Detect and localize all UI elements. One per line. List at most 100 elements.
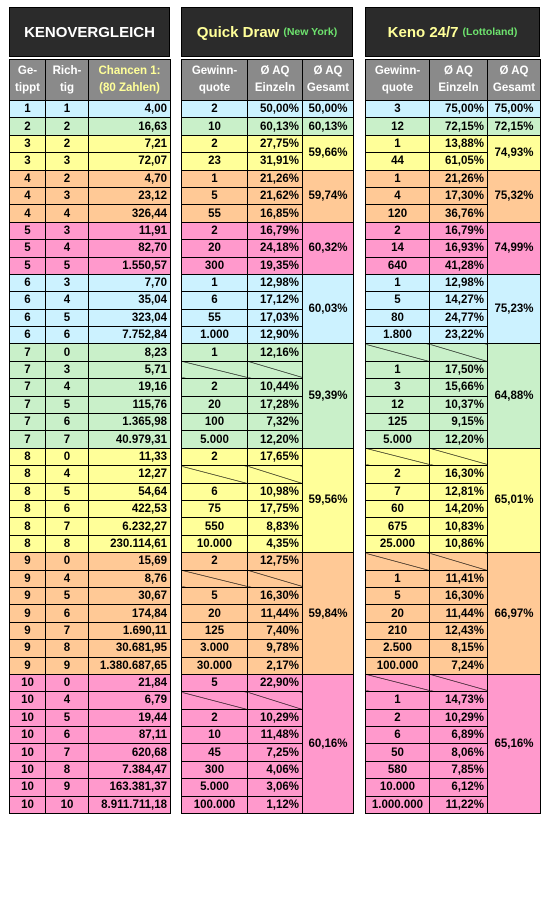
empty-cell (181, 360, 248, 380)
gewinnquote-cell: 20 (181, 239, 248, 258)
header-chancen: Chancen 1: (80 Zahlen) (88, 59, 171, 101)
table-row: 65,01% (365, 447, 541, 554)
getippt-cell: 10 (9, 691, 46, 710)
header-row: Gewinn-quote Ø AQ Einzeln Ø AQ Gesamt (181, 59, 354, 101)
table-row: 10 60,13% 60,13% (181, 117, 354, 136)
aq-einzeln-cell: 7,24% (429, 656, 488, 675)
aq-einzeln-cell: 16,30% (429, 465, 488, 484)
table-row: 7 7 40.979,31 (9, 430, 171, 449)
gewinnquote-cell: 2 (181, 447, 248, 467)
quick-draw-body: 2 50,00% 50,00% 10 60,13% 60,13% 2 27,75% 59,66%… (181, 99, 354, 815)
empty-cell (365, 447, 430, 467)
table-row: 6 3 7,70 (9, 273, 171, 293)
aq-einzeln-cell: 14,73% (429, 691, 488, 710)
getippt-cell: 8 (9, 499, 46, 519)
aq-gesamt-cell: 75,23% (487, 273, 541, 345)
gewinnquote-cell: 6 (365, 726, 430, 745)
header-gewinnquote: Gewinn-quote (181, 59, 248, 101)
table-row: 10 0 21,84 (9, 673, 171, 693)
aq-einzeln-cell: 11,41% (429, 569, 488, 588)
getippt-cell: 7 (9, 413, 46, 432)
chancen-cell: 323,04 (88, 308, 171, 328)
getippt-cell: 9 (9, 621, 46, 641)
aq-einzeln-cell: 16,93% (429, 239, 488, 258)
getippt-cell: 7 (9, 430, 46, 449)
chancen-cell: 19,44 (88, 708, 171, 728)
richtig-cell: 4 (45, 291, 89, 310)
getippt-cell: 9 (9, 656, 46, 675)
table-row: 9 5 30,67 (9, 586, 171, 606)
table-row: 9 6 174,84 (9, 604, 171, 623)
aq-einzeln-cell: 11,48% (247, 726, 303, 745)
chancen-cell: 8,23 (88, 343, 171, 362)
aq-gesamt-cell: 64,88% (487, 343, 541, 449)
gewinnquote-cell: 10.000 (365, 778, 430, 797)
richtig-cell: 5 (45, 395, 89, 415)
richtig-cell: 2 (45, 169, 89, 188)
table-row: 10 8 7.384,47 (9, 760, 171, 780)
aq-einzeln-cell: 6,89% (429, 726, 488, 745)
table-row: 3 3 72,07 (9, 152, 171, 171)
table-row: 7 5 115,76 (9, 395, 171, 415)
title-quick-draw: Quick Draw (New York) (181, 7, 353, 57)
aq-einzeln-cell: 17,03% (247, 308, 303, 328)
getippt-cell: 6 (9, 291, 46, 310)
gewinnquote-cell: 7 (365, 482, 430, 501)
aq-einzeln-cell: 14,27% (429, 291, 488, 310)
richtig-cell: 5 (45, 256, 89, 275)
panel-keno-247: Keno 24/7 (Lottoland) Gewinn-quote Ø AQ E… (365, 7, 541, 815)
gewinnquote-cell: 20 (365, 604, 430, 623)
aq-einzeln-cell: 12,75% (247, 552, 303, 571)
richtig-cell: 5 (45, 482, 89, 501)
getippt-cell: 10 (9, 795, 46, 815)
chancen-cell: 620,68 (88, 743, 171, 762)
gewinnquote-cell: 55 (181, 308, 248, 328)
chancen-cell: 6.232,27 (88, 517, 171, 536)
table-row: 10 6 87,11 (9, 726, 171, 745)
table-row: 2 50,00% 50,00% (181, 99, 354, 119)
gewinnquote-cell: 2 (181, 552, 248, 571)
richtig-cell: 4 (45, 204, 89, 223)
table-row: 1 12,98% 60,03% (181, 273, 354, 345)
aq-einzeln-cell: 11,44% (247, 604, 303, 623)
aq-einzeln-cell: 36,76% (429, 204, 488, 223)
gewinnquote-cell: 12 (365, 395, 430, 415)
aq-einzeln-cell: 10,98% (247, 482, 303, 501)
gewinnquote-cell: 125 (181, 621, 248, 641)
chancen-cell: 422,53 (88, 499, 171, 519)
aq-einzeln-cell: 16,30% (429, 586, 488, 606)
richtig-cell: 8 (45, 534, 89, 554)
aq-einzeln-cell: 17,28% (247, 395, 303, 415)
getippt-cell: 4 (9, 204, 46, 223)
gewinnquote-cell: 100 (181, 413, 248, 432)
chancen-cell: 15,69 (88, 552, 171, 571)
chancen-cell: 23,12 (88, 186, 171, 206)
aq-einzeln-cell: 2,17% (247, 656, 303, 675)
gewinnquote-cell: 125 (365, 413, 430, 432)
richtig-cell: 3 (45, 186, 89, 206)
table-row: 1 12,16% 59,39% (181, 343, 354, 449)
getippt-cell: 8 (9, 534, 46, 554)
gewinnquote-cell: 80 (365, 308, 430, 328)
getippt-cell: 7 (9, 343, 46, 362)
gewinnquote-cell: 2 (181, 99, 248, 119)
richtig-cell: 7 (45, 430, 89, 449)
aq-einzeln-cell: 1,12% (247, 795, 303, 815)
table-row: 3 75,00% 75,00% (365, 99, 541, 119)
table-row: 5 3 11,91 (9, 221, 171, 241)
getippt-cell: 10 (9, 778, 46, 797)
getippt-cell: 8 (9, 482, 46, 501)
gewinnquote-cell: 1.000.000 (365, 795, 430, 815)
gewinnquote-cell: 20 (181, 395, 248, 415)
aq-gesamt-cell: 66,97% (487, 552, 541, 675)
aq-einzeln-cell: 17,75% (247, 499, 303, 519)
aq-einzeln-cell: 12,20% (247, 430, 303, 449)
gewinnquote-cell: 1 (365, 273, 430, 293)
gewinnquote-cell: 2 (181, 221, 248, 241)
aq-gesamt-cell: 59,74% (302, 169, 354, 223)
gewinnquote-cell: 5 (365, 586, 430, 606)
gewinnquote-cell: 2.500 (365, 639, 430, 658)
table-row: 10 5 19,44 (9, 708, 171, 728)
getippt-cell: 10 (9, 743, 46, 762)
aq-einzeln-cell: 8,15% (429, 639, 488, 658)
